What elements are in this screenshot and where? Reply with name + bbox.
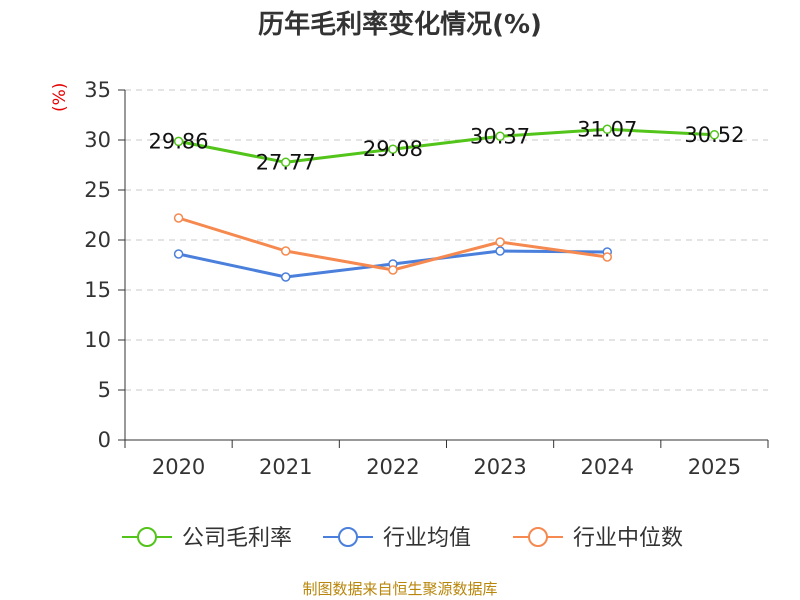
data-point-2-2020[interactable]: [173, 213, 184, 223]
data-point-0-2023[interactable]: [495, 131, 505, 142]
x-tick-label-2022: 2022: [366, 455, 419, 479]
data-point-0-2024[interactable]: [602, 124, 612, 135]
legend-marker-2: [528, 527, 548, 547]
data-label-2020: 29.86: [149, 129, 209, 153]
data-point-0-2020[interactable]: [173, 136, 184, 147]
x-tick-label-2021: 2021: [259, 455, 312, 479]
x-tick-label-2024: 2024: [581, 455, 634, 479]
data-point-2-2021[interactable]: [281, 246, 291, 256]
data-label-2023: 30.37: [470, 124, 530, 148]
y-tick-label-20: 20: [84, 228, 111, 252]
legend-label-2[interactable]: 行业中位数: [573, 526, 683, 551]
data-point-0-2021[interactable]: [281, 157, 291, 168]
data-point-2-2023[interactable]: [495, 237, 505, 247]
data-point-0-2025[interactable]: [709, 130, 720, 140]
y-tick-label-15: 15: [84, 278, 111, 302]
y-tick-label-25: 25: [84, 178, 111, 202]
legend-label-0[interactable]: 公司毛利率: [182, 526, 292, 551]
data-point-2-2024[interactable]: [602, 252, 612, 262]
legend-marker-0: [137, 527, 157, 547]
y-tick-label-0: 0: [98, 428, 111, 452]
y-tick-label-5: 5: [98, 378, 111, 402]
data-source-note: 制图数据来自恒生聚源数据库: [302, 580, 498, 598]
chart-title: 历年毛利率变化情况(%): [258, 10, 542, 40]
data-label-2024: 31.07: [577, 117, 637, 141]
data-point-0-2022[interactable]: [388, 144, 398, 154]
legend-label-1[interactable]: 行业均值: [383, 526, 471, 551]
data-point-1-2020[interactable]: [173, 249, 184, 259]
series-line-0: [178, 127, 715, 164]
data-point-1-2023[interactable]: [495, 246, 505, 256]
data-label-2025: 30.52: [684, 123, 744, 147]
data-point-2-2022[interactable]: [388, 265, 398, 275]
y-tick-label-35: 35: [84, 78, 111, 102]
data-point-1-2021[interactable]: [281, 272, 291, 282]
data-label-2022: 29.08: [363, 137, 423, 161]
legend-marker-1: [338, 527, 358, 547]
x-tick-label-2020: 2020: [152, 455, 205, 479]
y-tick-label-10: 10: [84, 328, 111, 352]
y-tick-label-30: 30: [84, 128, 111, 152]
data-label-2021: 27.77: [256, 150, 316, 174]
x-tick-label-2023: 2023: [473, 455, 526, 479]
x-tick-label-2025: 2025: [688, 455, 741, 479]
